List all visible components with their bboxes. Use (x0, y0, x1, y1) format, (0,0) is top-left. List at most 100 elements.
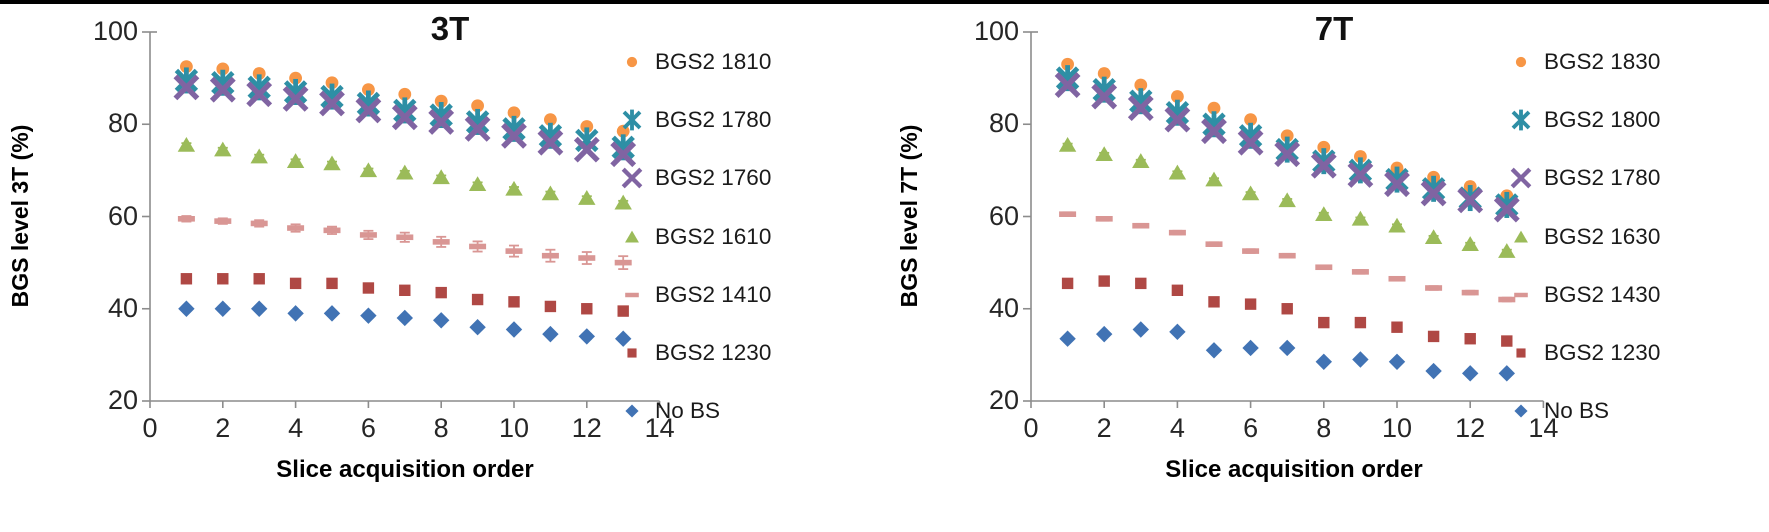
triangle-marker (1058, 137, 1077, 152)
x-marker (319, 90, 345, 117)
legend-item: BGS2 1780 (618, 106, 771, 134)
triangle-marker (1498, 243, 1516, 258)
x-marker (610, 141, 637, 168)
x-marker (1310, 152, 1337, 179)
triangle-marker (177, 137, 196, 152)
x-tick-label: 14 (1528, 413, 1559, 443)
y-axis-title-7t: BGS level 7T (%) (896, 124, 922, 308)
dash-marker (1351, 269, 1369, 275)
star-x-marker (1385, 166, 1409, 193)
dash-marker (541, 252, 559, 259)
diamond-marker (505, 321, 523, 338)
triangle-marker (468, 176, 487, 192)
triangle-marker (286, 153, 305, 168)
triangle-marker (1514, 230, 1528, 243)
square-marker (1281, 303, 1293, 315)
triangle-marker (396, 164, 414, 180)
circle-marker (252, 67, 266, 80)
square-marker (1098, 275, 1110, 287)
triangle-marker (1351, 210, 1370, 226)
legend-item-label: No BS (1544, 398, 1610, 423)
y-tick-label: 40 (107, 292, 138, 323)
square-marker (581, 303, 593, 315)
chart-title-3t: 3T (430, 10, 470, 47)
y-tick-label: 20 (107, 385, 138, 415)
legend-marker-icon (1510, 167, 1532, 189)
y-axis-title-3t: BGS level 3T (%) (7, 124, 33, 308)
dash-marker (505, 248, 523, 254)
diamond-marker (469, 319, 486, 336)
dash-marker (578, 255, 596, 261)
dash-marker (323, 227, 341, 234)
square-marker (289, 277, 302, 290)
x-tick-label: 0 (142, 413, 158, 443)
y-tick-label: 60 (107, 200, 138, 231)
legend-marker-icon (627, 348, 637, 358)
square-marker (1318, 316, 1330, 329)
x-marker (1201, 118, 1227, 145)
x-marker (428, 109, 455, 135)
triangle-marker (505, 180, 523, 196)
circle-marker (398, 87, 412, 101)
dash-marker (1095, 216, 1113, 222)
dash-marker (614, 259, 632, 266)
legend-item-label: BGS2 1630 (1544, 224, 1661, 249)
square-marker (1516, 348, 1526, 358)
x-marker (1127, 95, 1154, 122)
circle-marker (1354, 150, 1367, 163)
star-x-marker (622, 109, 642, 131)
dash-marker (1498, 296, 1516, 303)
triangle-marker (1205, 171, 1223, 187)
legend-item: BGS2 1410 (618, 281, 771, 309)
square-marker (1501, 335, 1513, 347)
triangle-marker (214, 141, 232, 157)
x-marker (355, 97, 382, 124)
legend-marker-icon (1514, 404, 1528, 418)
legend-marker-icon (625, 292, 639, 298)
triangle-marker (432, 169, 450, 185)
legend-item: BGS2 1830 (1507, 48, 1660, 76)
x-axis-title-3t: Slice acquisition order (276, 456, 534, 483)
x-marker (464, 115, 491, 142)
triangle-marker (1278, 192, 1296, 208)
circle-marker (434, 94, 448, 108)
chart-3t: 3T BGS level 3T (%) Slice acquisition or… (0, 4, 880, 532)
diamond-marker (542, 325, 559, 343)
triangle-marker (1168, 164, 1187, 180)
x-tick-label: 10 (1381, 413, 1413, 443)
x-marker (573, 136, 600, 163)
y-tick-label: 100 (92, 16, 138, 46)
square-marker (1135, 277, 1147, 290)
diamond-marker (1352, 351, 1369, 368)
circle-marker (362, 83, 375, 97)
figure-top-border (0, 0, 1769, 4)
legend-item: BGS2 1780 (1507, 164, 1660, 192)
diamond-marker (287, 305, 304, 322)
star-x-marker (1275, 136, 1299, 163)
dash-marker (469, 243, 487, 250)
plot-area-3t (142, 31, 661, 408)
x-marker (1091, 83, 1118, 110)
diamond-marker (1462, 365, 1479, 382)
dash-marker (1315, 264, 1333, 271)
legend-marker-icon (1515, 56, 1527, 68)
legend-item: No BS (618, 397, 720, 425)
legend-item-label: BGS2 1810 (655, 49, 772, 74)
legend-marker-icon (625, 404, 639, 418)
legend-marker-icon (1514, 292, 1528, 298)
diamond-marker (1132, 321, 1149, 338)
circle-marker (216, 62, 230, 76)
diamond-marker (1279, 339, 1296, 357)
x-tick-label: 0 (1023, 413, 1039, 443)
circle-marker (1317, 140, 1331, 154)
x-marker (621, 167, 643, 189)
diamond-marker (360, 307, 377, 324)
circle-marker (580, 120, 594, 133)
legend-item: BGS2 1430 (1507, 281, 1660, 309)
diamond-marker (1425, 362, 1442, 380)
y-tick-label: 80 (988, 108, 1019, 139)
diamond-marker (396, 309, 413, 327)
diamond-marker (1498, 365, 1515, 382)
diamond-marker (1096, 325, 1113, 343)
diamond-marker (625, 404, 639, 418)
